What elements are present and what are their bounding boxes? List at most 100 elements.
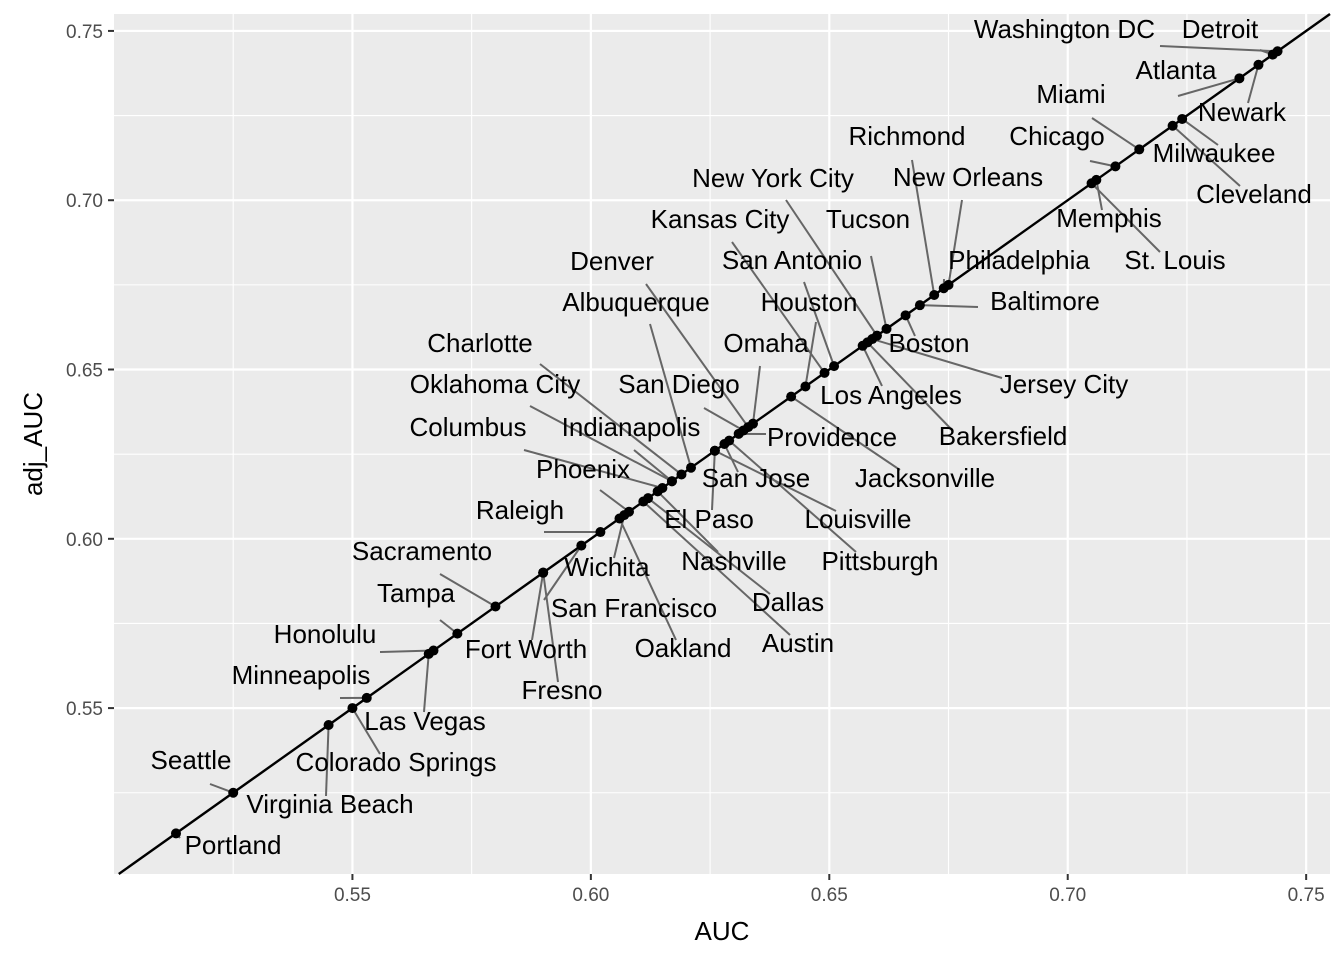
label-omaha: Omaha <box>723 328 809 358</box>
segment-nashville <box>656 490 719 553</box>
point-colorado-springs <box>347 703 358 714</box>
label-raleigh: Raleigh <box>476 495 564 525</box>
segment-phoenix <box>599 489 630 513</box>
point-nashville <box>652 486 663 497</box>
point-labels: Washington DC Detroit Newark Atlanta Milwauk… <box>151 14 1312 860</box>
label-boston: Boston <box>889 328 970 358</box>
label-providence: Providence <box>767 422 897 452</box>
label-new-orleans: New Orleans <box>893 162 1043 192</box>
point-houston <box>800 381 811 392</box>
label-los-angeles: Los Angeles <box>820 380 962 410</box>
segment-austin <box>642 500 791 636</box>
point-albuquerque <box>686 462 697 473</box>
label-dallas: Dallas <box>752 587 824 617</box>
label-chicago: Chicago <box>1009 121 1104 151</box>
segment-dallas <box>647 497 771 595</box>
segment-honolulu <box>379 649 434 653</box>
point-los-angeles <box>857 340 868 351</box>
point-san-francisco <box>576 540 587 551</box>
x-axis: 0.55 0.60 0.65 0.70 0.75 <box>334 874 1325 906</box>
label-milwaukee: Milwaukee <box>1153 138 1276 168</box>
label-oklahoma-city: Oklahoma City <box>410 369 581 399</box>
point-newark <box>1253 59 1264 70</box>
x-tick-label: 0.55 <box>334 885 371 906</box>
label-miami: Miami <box>1036 79 1105 109</box>
point-oakland <box>614 513 625 524</box>
segment-kansas-city <box>731 241 826 374</box>
label-detroit: Detroit <box>1182 14 1259 44</box>
point-boston <box>900 310 911 321</box>
segment-richmond <box>911 159 936 296</box>
segment-miami <box>1091 117 1140 151</box>
point-providence <box>733 428 744 439</box>
point-san-antonio <box>829 361 840 372</box>
label-st-louis: St. Louis <box>1124 245 1225 275</box>
point-louisville <box>709 445 720 456</box>
segment-newark <box>1247 64 1260 104</box>
label-fort-worth: Fort Worth <box>465 634 587 664</box>
point-virginia-beach <box>323 720 334 731</box>
label-seattle: Seattle <box>151 745 232 775</box>
x-tick-label: 0.60 <box>572 885 609 906</box>
x-tick-label: 0.70 <box>1049 885 1086 906</box>
point-cleveland <box>1167 120 1178 131</box>
label-richmond: Richmond <box>848 121 965 151</box>
label-phoenix: Phoenix <box>536 454 630 484</box>
label-jacksonville: Jacksonville <box>855 463 995 493</box>
segment-san-antonio <box>803 281 836 367</box>
segment-cleveland <box>1171 124 1241 187</box>
label-kansas-city: Kansas City <box>651 204 790 234</box>
segment-houston <box>804 321 817 387</box>
data-points <box>170 46 1283 839</box>
y-axis-title: adj_AUC <box>18 392 48 496</box>
point-baltimore <box>914 300 925 311</box>
label-indianapolis: Indianapolis <box>562 412 701 442</box>
label-denver: Denver <box>570 246 654 276</box>
segment-louisville <box>714 449 837 512</box>
grid-major <box>114 14 1330 874</box>
label-new-york-city: New York City <box>692 163 854 193</box>
segment-tucson <box>870 255 888 330</box>
segment-jacksonville <box>790 395 901 471</box>
label-tampa: Tampa <box>377 578 456 608</box>
segment-bakersfield <box>866 341 953 431</box>
point-portland <box>170 828 181 839</box>
label-wichita: Wichita <box>564 552 650 582</box>
point-kansas-city <box>819 367 830 378</box>
point-st-louis <box>1086 178 1097 189</box>
label-philadelphia: Philadelphia <box>948 245 1090 275</box>
label-san-jose: San Jose <box>702 463 810 493</box>
segment-virginia-beach <box>325 724 330 797</box>
segment-new-orleans <box>947 199 963 286</box>
label-colorado-springs: Colorado Springs <box>296 747 497 777</box>
grid-minor <box>114 14 1330 874</box>
segment-denver <box>645 283 750 428</box>
label-segments <box>175 45 1278 839</box>
label-honolulu: Honolulu <box>274 619 377 649</box>
label-sacramento: Sacramento <box>352 536 492 566</box>
segment-omaha <box>752 365 761 424</box>
label-fresno: Fresno <box>522 675 603 705</box>
label-memphis: Memphis <box>1056 203 1161 233</box>
label-cleveland: Cleveland <box>1196 179 1312 209</box>
segment-atlanta <box>1177 77 1240 97</box>
x-axis-title: AUC <box>695 916 750 946</box>
segment-los-angeles <box>861 345 883 387</box>
segment-oakland <box>618 518 677 641</box>
segment-baltimore <box>919 304 979 308</box>
label-baltimore: Baltimore <box>990 286 1100 316</box>
segment-san-francisco <box>543 545 583 601</box>
label-san-antonio: San Antonio <box>722 245 862 275</box>
point-austin <box>638 496 649 507</box>
point-jacksonville <box>786 391 797 402</box>
y-tick-label: 0.70 <box>66 191 103 212</box>
point-minneapolis <box>361 692 372 703</box>
label-jersey-city: Jersey City <box>1000 369 1129 399</box>
point-raleigh <box>595 527 606 538</box>
label-washington-dc: Washington DC <box>974 14 1155 44</box>
point-chicago <box>1110 161 1121 172</box>
segment-pittsburgh <box>728 439 857 553</box>
label-minneapolis: Minneapolis <box>232 660 371 690</box>
point-charlotte <box>676 469 687 480</box>
label-louisville: Louisville <box>805 504 912 534</box>
